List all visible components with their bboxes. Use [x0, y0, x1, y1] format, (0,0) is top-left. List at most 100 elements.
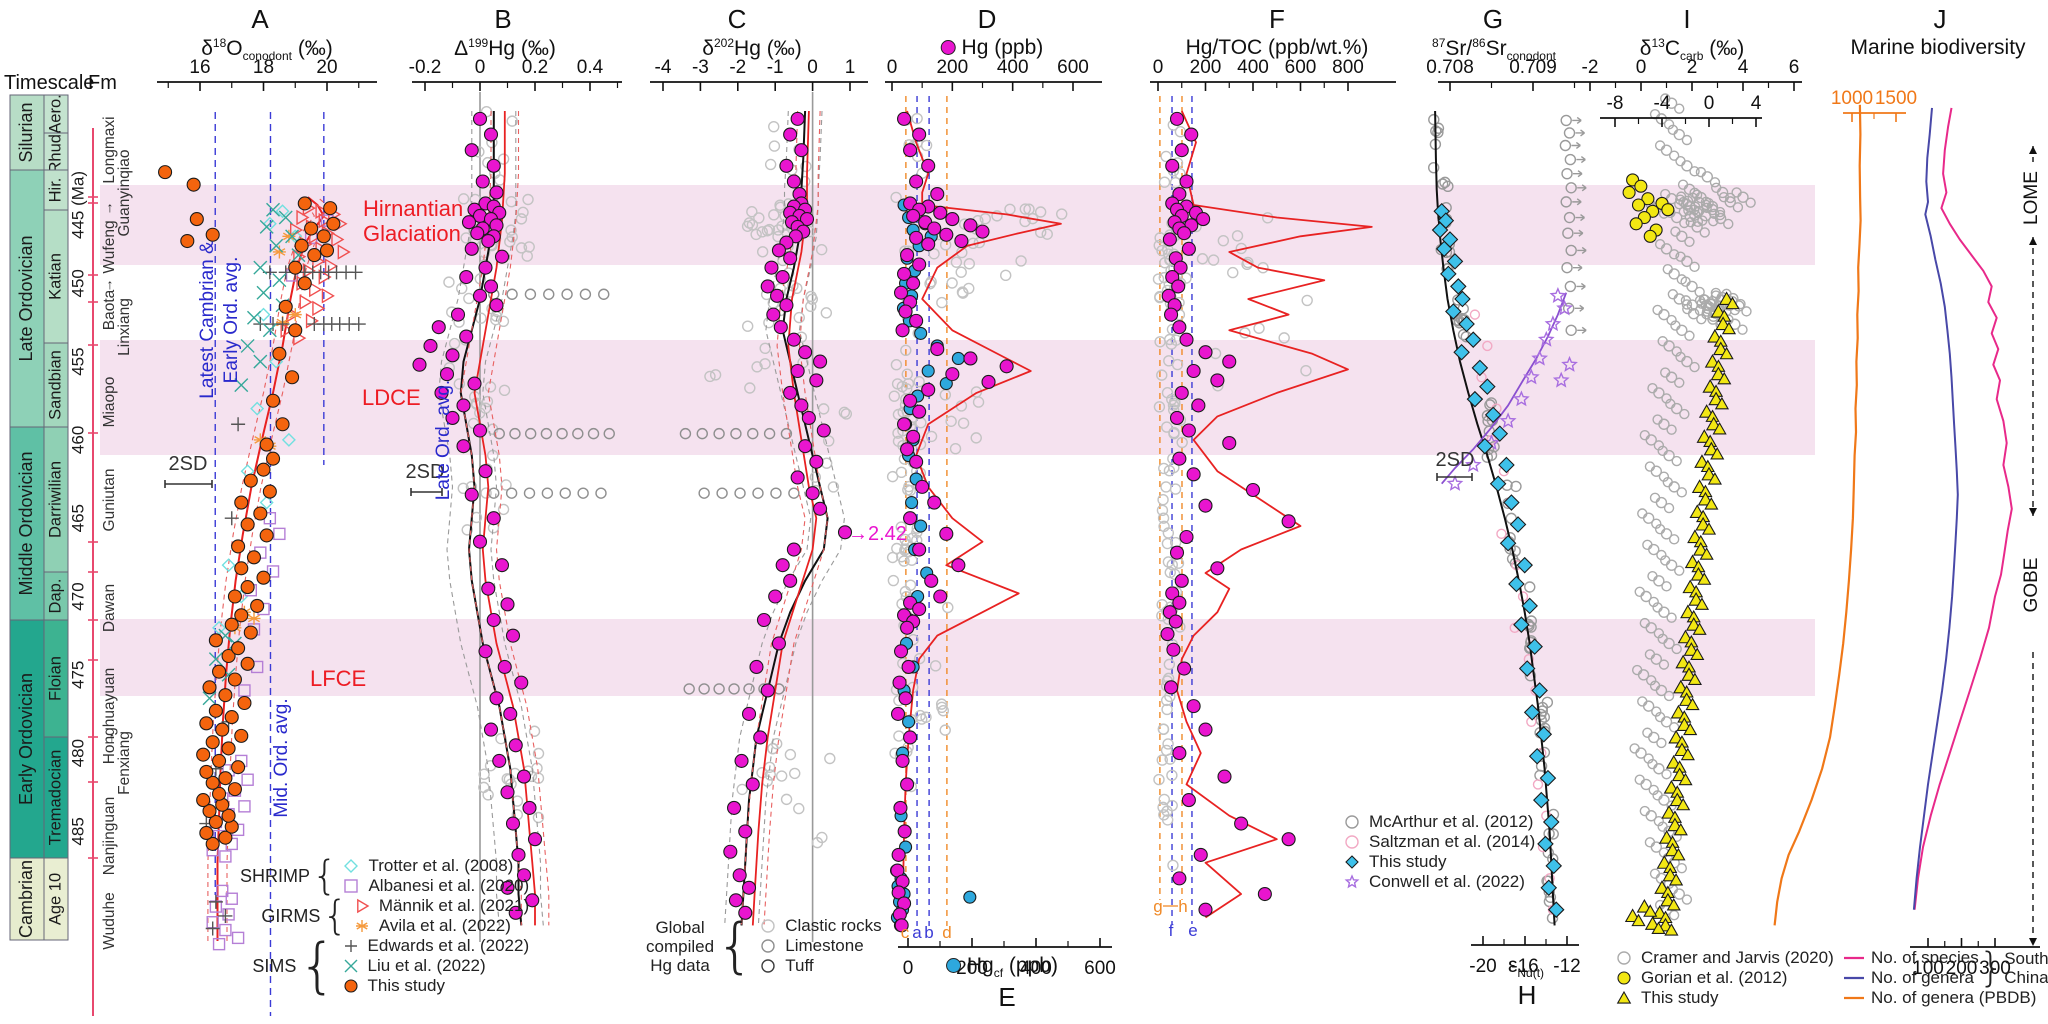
svg-text:Katian: Katian	[46, 253, 64, 300]
legend-item: Saltzman et al. (2014)	[1340, 832, 1535, 852]
annotation-early-ord-avg-: Early Ord. avg.	[221, 257, 242, 384]
svg-text:-2: -2	[729, 57, 746, 78]
curve-j-genera-south-china	[1912, 107, 1959, 910]
legend-item: This study	[1612, 988, 1834, 1008]
svg-text:Age 10: Age 10	[46, 873, 64, 925]
svg-text:↑: ↑	[107, 276, 114, 292]
legend-marker-plus-icon	[344, 940, 357, 952]
svg-text:Aero.: Aero.	[46, 94, 64, 133]
panel-title: G	[1482, 4, 1504, 34]
svg-text:-12: -12	[1553, 956, 1580, 977]
svg-text:↑: ↑	[107, 199, 114, 215]
svg-text:Floian: Floian	[46, 656, 64, 701]
legend-marker-tri-up-icon	[1616, 990, 1632, 1004]
annotation-mid-ord-avg-: Mid. Ord. avg.	[271, 698, 292, 817]
svg-text:-4: -4	[655, 57, 672, 78]
formation-nanjinguan: Nanjinguan	[101, 797, 118, 875]
svg-text:Early Ordovician: Early Ordovician	[16, 673, 36, 805]
legend-item: Conwell et al. (2022)	[1340, 872, 1535, 892]
panel-title: F	[1269, 4, 1285, 34]
legend-marker-diamond-open-icon	[344, 859, 359, 873]
svg-text:-1: -1	[767, 57, 784, 78]
svg-text:0.4: 0.4	[577, 57, 604, 78]
axis-G: 0.708 0.709	[1426, 57, 1578, 91]
annotation-2sd: 2SD	[406, 461, 445, 483]
axis-C: -4 -3 -2 -1 0 1	[650, 57, 868, 91]
svg-text:6: 6	[1789, 57, 1800, 78]
svg-text:b: b	[924, 923, 933, 942]
curve-f-envelope	[1176, 110, 1373, 919]
series-f-this-study	[1160, 111, 1296, 917]
panel-title: H	[1517, 980, 1537, 1010]
legend-marker-square-open-icon	[344, 879, 359, 893]
svg-text:400: 400	[1020, 958, 1052, 979]
legend-marker-diamond-icon	[1345, 855, 1359, 869]
legend-marker-tri-right-open-icon	[356, 898, 370, 914]
panel-title: 87Sr/86Srconodont	[1432, 36, 1556, 64]
series-sr-this-study	[1431, 202, 1565, 918]
panel-title: A	[251, 4, 269, 34]
svg-text:0.2: 0.2	[522, 57, 548, 78]
formation-fenxiang: Fenxiang	[116, 731, 133, 795]
legend-marker-circle-open-icon	[1617, 951, 1631, 965]
annotation-lome: LOME	[2021, 171, 2042, 225]
svg-text:20: 20	[316, 57, 337, 78]
series-c-this-study	[723, 111, 853, 920]
svg-text:-2: -2	[1582, 57, 1599, 78]
legend-item: Trotter et al. (2008)	[339, 856, 529, 876]
axis-Jb: 100 200 300	[1910, 938, 2040, 979]
panel-title: J	[1933, 4, 1947, 34]
curve-c-loess	[740, 110, 829, 926]
axis-Jt: 1000 1500	[1831, 88, 1917, 122]
panel-title: I	[1683, 4, 1691, 34]
panel-title: D	[977, 4, 997, 34]
timescale-header: Timescale	[4, 72, 95, 94]
svg-text:600: 600	[1084, 958, 1116, 979]
series-hg-global-limestone-B	[488, 288, 615, 499]
panel-title: Hgcf (ppb)	[946, 954, 1058, 980]
svg-text:465: 465	[68, 504, 87, 532]
annotation-2sd: 2SD	[1436, 449, 1475, 471]
svg-text:400: 400	[997, 57, 1029, 78]
svg-text:Late Ordovician: Late Ordovician	[16, 235, 36, 361]
svg-text:0.708: 0.708	[1426, 57, 1474, 78]
annotation-gobe: GOBE	[2021, 558, 2042, 613]
panel-title: δ202Hg (‰)	[702, 36, 802, 60]
svg-text:1000: 1000	[1831, 88, 1873, 109]
series-c13-this-study	[1624, 291, 1740, 936]
svg-text:-4: -4	[1654, 93, 1671, 114]
svg-text:300: 300	[1979, 958, 2011, 979]
legend-panel-a: SHRIMP{Trotter et al. (2008) Albanesi et …	[240, 853, 530, 1001]
panel-title: δ13Ccarb (‰)	[1639, 36, 1745, 64]
axis-I2: -8 -4 0 4	[1600, 93, 1762, 127]
formation-guniutan: Guniutan	[101, 469, 118, 532]
svg-text:200: 200	[956, 958, 988, 979]
svg-text:4: 4	[1751, 93, 1762, 114]
axis-B: -0.2 0 0.2 0.4	[409, 57, 622, 91]
svg-text:460: 460	[68, 426, 87, 454]
legend-marker-asterisk-icon	[355, 920, 368, 932]
legend-marker-circle-open-icon	[761, 959, 775, 973]
svg-text:0: 0	[1153, 57, 1164, 78]
formation-linxiang: Linxiang	[116, 298, 133, 356]
svg-text:600: 600	[1057, 57, 1089, 78]
legend-global-hg: Global compiled Hg data{Clastic rocks Limes…	[646, 911, 882, 981]
svg-text:485: 485	[68, 817, 87, 845]
annotation-ldce: LDCE	[362, 385, 421, 410]
legend-panel-j: No. of species No. of genera} South China No…	[1842, 948, 2048, 1008]
formation-dawan: Dawan	[101, 584, 118, 632]
svg-text:16: 16	[189, 57, 210, 78]
svg-text:100: 100	[1912, 958, 1944, 979]
axis-I: -2 0 2 4 6	[1578, 57, 1802, 91]
svg-text:1: 1	[845, 57, 856, 78]
panel-title: Δ199Hg (‰)	[454, 36, 556, 60]
annotation-lfce: LFCE	[310, 666, 366, 691]
series-d-hg-this-study	[890, 111, 1014, 933]
legend-item: No. of genera	[1842, 968, 1979, 988]
svg-text:Dap.: Dap.	[46, 579, 64, 614]
legend-item: Gorian et al. (2012)	[1612, 968, 1834, 988]
series-b-this-study	[412, 111, 543, 920]
legend-marker-circle-icon	[343, 979, 358, 993]
svg-text:Rhud.: Rhud.	[46, 129, 64, 173]
